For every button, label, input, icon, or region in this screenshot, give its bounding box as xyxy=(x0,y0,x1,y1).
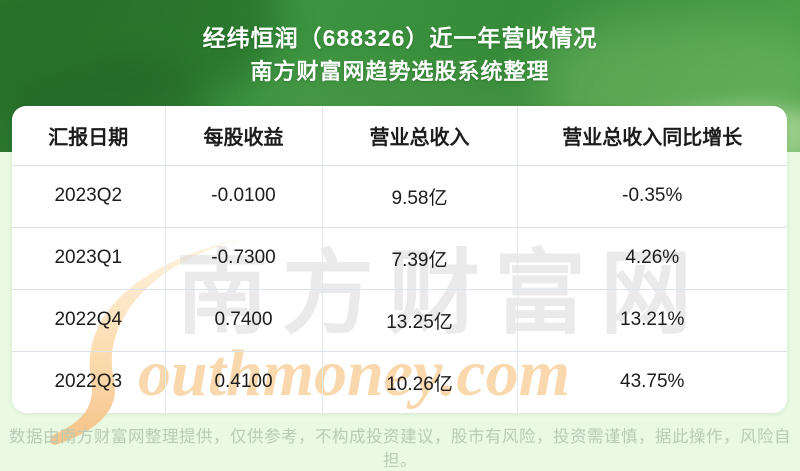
cell-revenue-yoy-growth: -0.35% xyxy=(622,185,683,206)
table-row: 2023Q1 -0.7300 7.39亿 4.26% xyxy=(12,227,787,289)
cell-total-revenue: 13.25亿 xyxy=(322,289,518,351)
revenue-table: 汇报日期 每股收益 营业总收入 营业总收入同比增长 2023Q2 -0.0100… xyxy=(12,106,787,413)
cell-total-revenue: 10.26亿 xyxy=(322,351,518,413)
cell-report-date: 2022Q4 xyxy=(12,289,166,351)
cell-total-revenue: 7.39亿 xyxy=(322,227,518,289)
table-row: 2022Q4 0.7400 13.25亿 13.21% xyxy=(12,289,787,351)
page-title: 经纬恒润（688326）近一年营收情况 xyxy=(202,25,598,51)
page-subtitle: 南方财富网趋势选股系统整理 xyxy=(250,59,550,84)
cell-total-revenue: 9.58亿 xyxy=(322,165,518,227)
cell-report-date: 2022Q3 xyxy=(12,351,166,413)
cell-eps: 0.4100 xyxy=(165,351,323,413)
cell-report-date: 2023Q2 xyxy=(12,165,166,227)
cell-eps: -0.7300 xyxy=(165,227,323,289)
cell-revenue-yoy-growth: 13.21% xyxy=(620,309,685,330)
table-header-row: 汇报日期 每股收益 营业总收入 营业总收入同比增长 xyxy=(12,106,787,165)
col-header-revenue-yoy-growth: 营业总收入同比增长 xyxy=(562,126,743,149)
cell-eps: 0.7400 xyxy=(165,289,323,351)
footer-disclaimer: 数据由南方财富网整理提供，仅供参考，不构成投资建议，股市有风险，投资需谨慎，据此… xyxy=(9,428,791,470)
col-header-eps: 每股收益 xyxy=(165,106,323,165)
table-row: 2023Q2 -0.0100 9.58亿 -0.35% xyxy=(12,165,787,227)
table-row: 2022Q3 0.4100 10.26亿 43.75% xyxy=(12,351,787,413)
cell-revenue-yoy-growth: 4.26% xyxy=(625,247,680,268)
cell-eps: -0.0100 xyxy=(165,165,323,227)
cell-report-date: 2023Q1 xyxy=(12,227,166,289)
cell-revenue-yoy-growth: 43.75% xyxy=(620,371,685,393)
col-header-report-date: 汇报日期 xyxy=(12,106,166,165)
col-header-total-revenue: 营业总收入 xyxy=(322,106,518,165)
